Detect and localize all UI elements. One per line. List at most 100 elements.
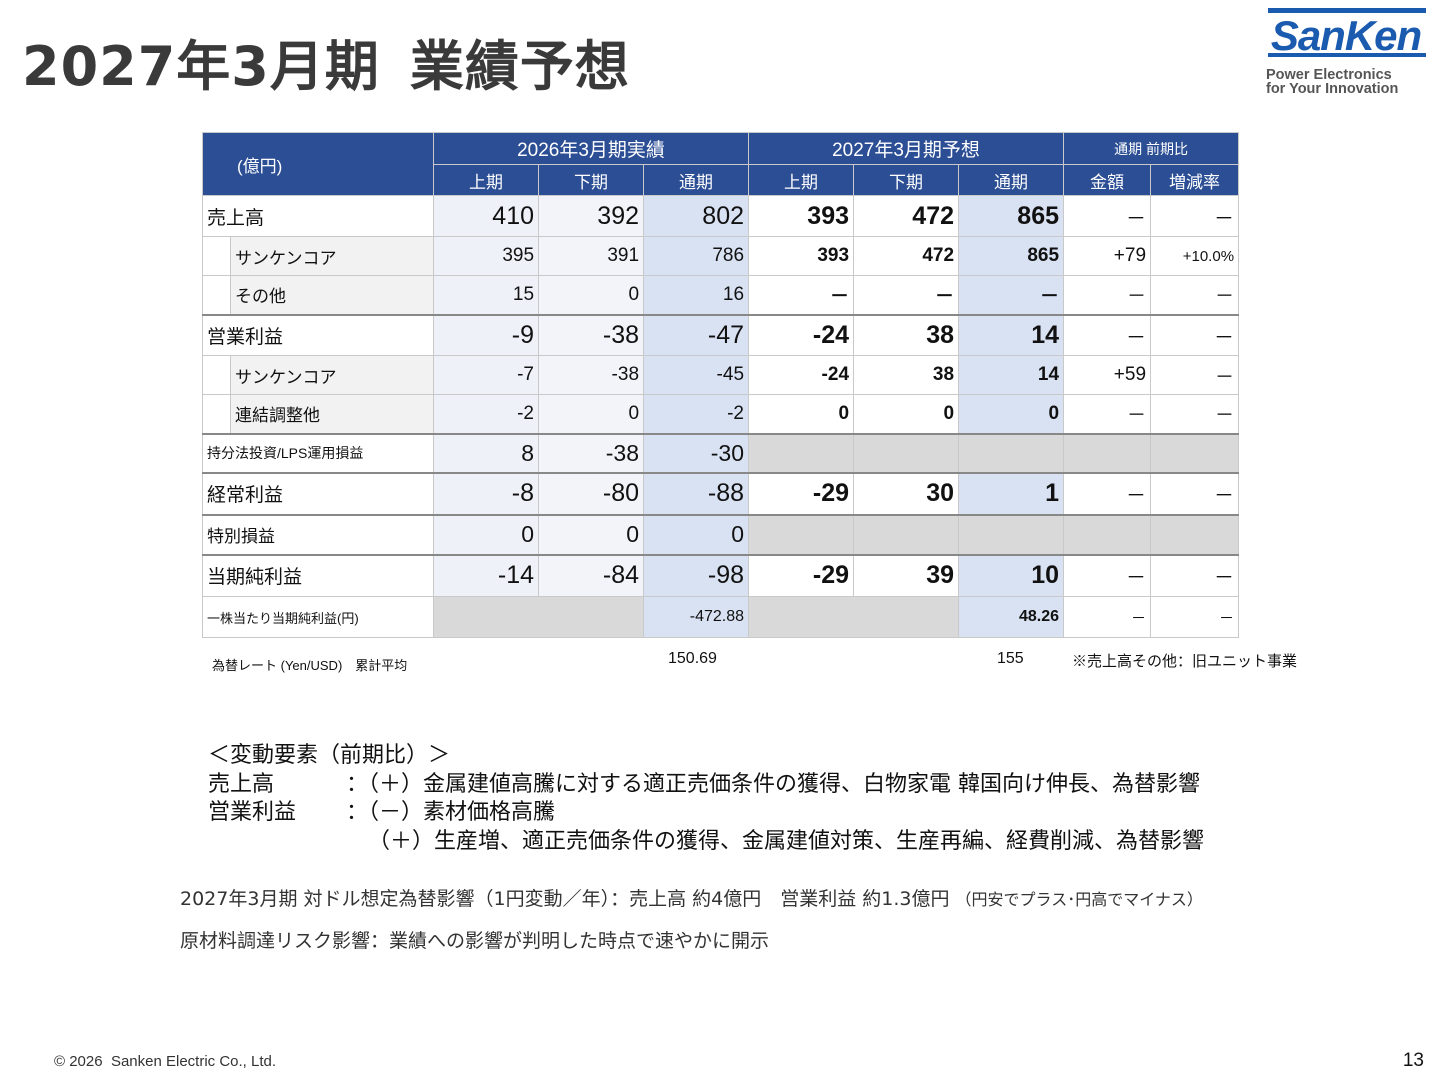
cell: 48.26: [958, 596, 1065, 638]
header-yoy: 通期 前期比: [1063, 132, 1240, 165]
cell: 786: [643, 236, 750, 276]
cell: 14: [958, 313, 1065, 356]
row-label: サンケンコア: [229, 355, 435, 395]
cell: -9: [433, 313, 540, 356]
op-factor-text-2: （＋）生産増、適正売価条件の獲得、金属建値対策、生産再編、経費削減、為替影響: [368, 828, 1205, 854]
header-fy2026-actual: 2026年3月期実績: [433, 132, 750, 165]
cell: -472.88: [643, 596, 750, 638]
page-title: 2027年3月期 業績予想: [22, 35, 630, 98]
cell: －: [1150, 313, 1240, 356]
cell: 0: [538, 394, 645, 434]
cell: －: [1063, 596, 1152, 638]
row-label: 特別損益: [201, 513, 435, 555]
cell: －: [748, 275, 855, 315]
cell: 410: [433, 195, 540, 237]
cell: -2: [643, 394, 750, 434]
cell: -98: [643, 553, 750, 597]
op-factor-text-1: ：（－）素材価格高騰: [346, 800, 556, 825]
subheader-full: 通期: [958, 164, 1065, 196]
cell: 14: [958, 355, 1065, 395]
subheader-h2: 下期: [853, 164, 960, 196]
table-row: 売上高 410 392 802 393 472 865 － －: [201, 195, 1240, 237]
sales-factor-text: ：（＋）金属建値高騰に対する適正売価条件の獲得、白物家電 韓国向け伸長、為替影響: [346, 771, 1200, 797]
table-row: その他 15 0 16 － － － － －: [202, 275, 1240, 315]
cell: -47: [643, 313, 750, 356]
table-row: 営業利益 -9 -38 -47 -24 38 14 － －: [201, 313, 1240, 356]
cell: -7: [433, 355, 540, 395]
cell: 392: [538, 195, 645, 237]
cell: 393: [748, 195, 855, 237]
cell: -29: [748, 553, 855, 597]
cell: +79: [1063, 236, 1152, 276]
cell: -24: [748, 355, 855, 395]
cell: 0: [433, 513, 540, 555]
cell: 10: [958, 553, 1065, 597]
table-header-row: (億円) 2026年3月期実績 2027年3月期予想 通期 前期比: [201, 132, 1240, 196]
cell: -14: [433, 553, 540, 597]
cell: 393: [748, 236, 855, 276]
row-label: 持分法投資/LPS運用損益: [201, 432, 435, 473]
sales-other-note: ※売上高その他：旧ユニット事業: [1072, 653, 1298, 670]
fx-rate-forecast: 155: [997, 650, 1024, 667]
cell: 0: [853, 394, 960, 434]
table-row: 当期純利益 -14 -84 -98 -29 39 10 － －: [201, 553, 1240, 597]
change-factors-heading: ＜変動要素（前期比）＞: [208, 743, 451, 768]
cell: 472: [853, 236, 960, 276]
cell: +59: [1063, 355, 1152, 395]
cell: 15: [433, 275, 540, 315]
cell: 802: [643, 195, 750, 237]
table-row: 連結調整他 -2 0 -2 0 0 0 － －: [202, 394, 1240, 434]
cell: 865: [958, 236, 1065, 276]
sanken-logo: SanKen Power Electronics for Your Innova…: [1266, 6, 1432, 96]
cell: 0: [538, 513, 645, 555]
copyright: © 2026 Sanken Electric Co., Ltd.: [54, 1053, 277, 1070]
cell: -38: [538, 355, 645, 395]
cell: -2: [433, 394, 540, 434]
subheader-amount: 金額: [1063, 164, 1152, 196]
cell: 16: [643, 275, 750, 315]
cell: -38: [538, 432, 645, 473]
page-number: 13: [1402, 1050, 1424, 1071]
cell: -84: [538, 553, 645, 597]
cell: -88: [643, 471, 750, 515]
cell: －: [1063, 553, 1152, 597]
cell: +10.0%: [1150, 236, 1240, 276]
cell: －: [1063, 275, 1152, 315]
cell: -38: [538, 313, 645, 356]
cell: 0: [538, 275, 645, 315]
cell: 38: [853, 355, 960, 395]
cell: 0: [748, 394, 855, 434]
sanken-wordmark-icon: SanKen: [1268, 8, 1426, 59]
table-row: サンケンコア -7 -38 -45 -24 38 14 +59 －: [202, 355, 1240, 395]
cell: 472: [853, 195, 960, 237]
row-label: 営業利益: [201, 313, 435, 356]
cell: －: [1063, 313, 1152, 356]
cell: -30: [643, 432, 750, 473]
subheader-full: 通期: [643, 164, 750, 196]
table-subheader-row: 上期 下期 通期 上期 下期 通期 金額 増減率: [203, 164, 1240, 196]
op-factor-label: 営業利益: [208, 800, 297, 825]
logo-tagline: Power Electronics for Your Innovation: [1266, 67, 1399, 97]
change-factors: ＜変動要素（前期比）＞ 売上高 ：（＋）金属建値高騰に対する適正売価条件の獲得、白…: [208, 742, 1204, 856]
cell: －: [1150, 471, 1240, 515]
row-label: 連結調整他: [229, 394, 435, 434]
forecast-table: (億円) 2026年3月期実績 2027年3月期予想 通期 前期比 上期 下期 …: [201, 132, 1240, 638]
cell: 0: [958, 394, 1065, 434]
cell: －: [1150, 596, 1240, 638]
cell: 39: [853, 553, 960, 597]
cell: －: [1150, 553, 1240, 597]
cell: －: [1063, 195, 1152, 237]
table-row: 経常利益 -8 -80 -88 -29 30 1 － －: [201, 471, 1240, 515]
table-row: 一株当たり当期純利益(円) -472.88 48.26 － －: [201, 596, 1240, 638]
cell: -45: [643, 355, 750, 395]
cell: －: [958, 275, 1065, 315]
cell: －: [1063, 471, 1152, 515]
subheader-h1: 上期: [433, 164, 540, 196]
cell: 391: [538, 236, 645, 276]
cell: 38: [853, 313, 960, 356]
subheader-rate: 増減率: [1150, 164, 1240, 196]
header-fy2027-forecast: 2027年3月期予想: [748, 132, 1065, 165]
unit-label: (億円): [201, 132, 435, 196]
cell: -80: [538, 471, 645, 515]
row-label: サンケンコア: [229, 236, 435, 276]
